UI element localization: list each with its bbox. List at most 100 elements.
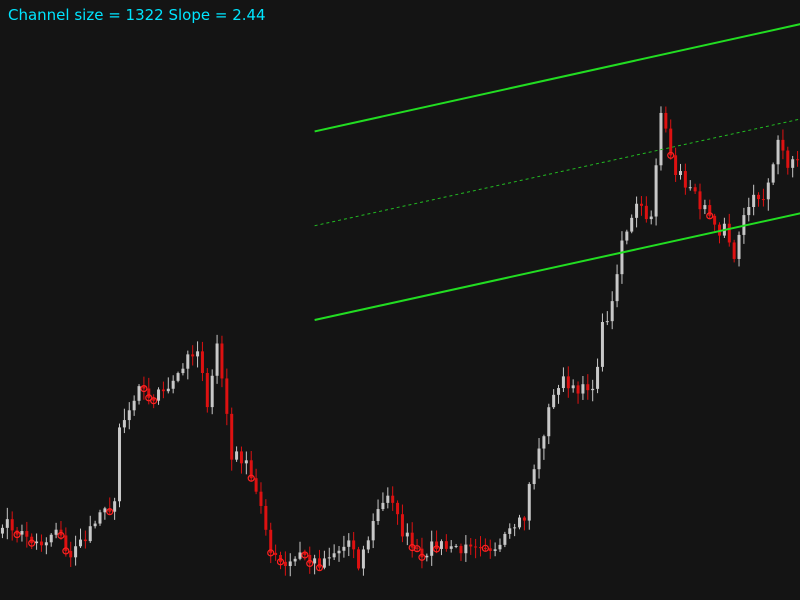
candle-body [35,541,39,544]
candle-body [215,343,219,376]
candle-body [337,550,341,554]
candle-body [186,354,190,369]
candle-body [791,159,795,168]
candle-body [298,552,302,559]
candle-body [478,547,482,549]
candle-body [605,321,609,323]
signal-marker [62,547,70,555]
candle-body [264,505,268,530]
candle-body [683,171,687,188]
candle-body [766,182,770,200]
candle-body [664,112,668,129]
candle-body [225,378,229,414]
candle-body [64,535,68,551]
candle-body [503,533,507,545]
candle-body [439,541,443,549]
signal-marker [306,559,314,568]
candle-body [171,380,175,389]
candle-body [249,460,253,479]
signal-marker [667,151,675,159]
candle-body [74,546,78,558]
candle-body [420,548,424,558]
candle-body [571,385,575,389]
candle-body [547,407,551,437]
candle-body [366,540,370,550]
candle-body [386,495,390,503]
candle-body [371,521,375,541]
candle-body [49,534,53,543]
candle-body [54,529,58,535]
candle-body [230,413,234,460]
signal-marker [408,543,416,552]
candle-body [586,384,590,391]
candle-body [98,512,102,524]
candle-body [620,240,624,275]
candle-body [537,448,541,470]
candle-body [20,531,24,535]
candle-body [566,376,570,389]
candle-body [288,561,292,567]
candle-body [15,530,19,535]
signal-marker [13,530,21,539]
candle-body [137,386,141,401]
candle-body [308,554,312,564]
candle-body [69,550,73,558]
candle-body [498,544,502,550]
candle-body [161,389,165,392]
candle-body [508,528,512,534]
candle-body [415,547,419,549]
candle-body [283,561,287,567]
candle-body [322,558,326,568]
candle-body [239,451,243,464]
signal-marker [301,551,309,559]
signal-marker [150,397,158,405]
signal-marker [276,558,285,566]
candle-body [600,321,604,367]
candle-body [444,541,448,549]
candle-body [176,373,180,381]
channel-info-label: Channel size = 1322 Slope = 2.44 [8,6,266,24]
candle-body [757,194,761,200]
candle-body [464,544,468,554]
candle-body [220,343,224,379]
candle-body [449,546,453,549]
candle-body [703,205,707,210]
candle-body [293,558,297,562]
signal-marker [247,474,255,482]
candle-body [459,545,463,554]
candle-body [303,552,307,555]
candle-body [342,546,346,551]
candle-body [78,539,82,547]
candle-body [532,469,536,485]
candle-body [693,187,697,192]
candle-body [88,526,92,542]
candle-body [5,519,9,528]
candle-body [561,376,565,389]
candle-body [132,400,136,411]
candle-body [752,194,756,208]
candle-body [678,171,682,176]
candle-body [610,301,614,322]
candle-body [210,375,214,408]
channel-line-lower [314,212,800,321]
candle-body [127,410,131,421]
candle-body [25,531,29,537]
candle-body [552,394,556,408]
candle-body [357,549,361,569]
candle-body [147,388,151,398]
candle-body [0,527,4,534]
candle-body [410,532,414,548]
candle-body [200,351,204,373]
candle-body [39,541,43,546]
candle-body [518,517,522,528]
signal-marker [315,564,324,572]
candle-body [118,427,122,502]
candle-body [191,354,195,357]
candle-body [152,397,156,401]
regression-channel [314,23,800,321]
candle-body [396,502,400,515]
candle-body [591,388,595,391]
candle-body [488,548,492,551]
candle-body [235,451,239,460]
